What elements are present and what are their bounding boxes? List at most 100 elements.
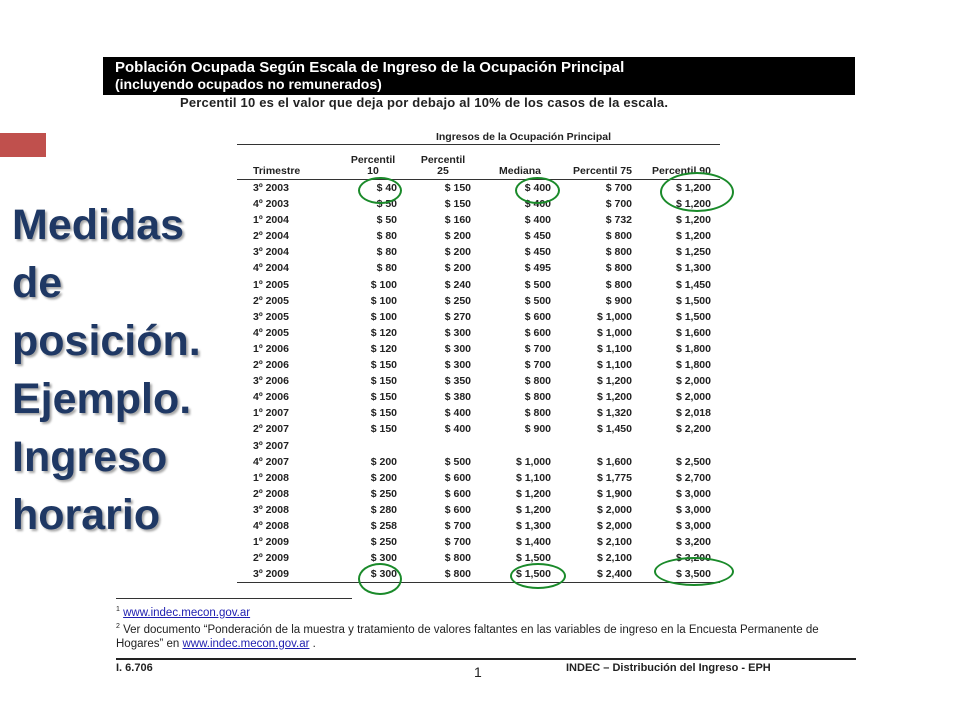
table-row: 3º 2007 [237, 438, 720, 454]
row-period: 3º 2006 [253, 375, 289, 388]
table-cell: $ 250 [370, 487, 397, 500]
accent-bar [0, 133, 46, 157]
footnote-marker: 2 [116, 622, 120, 630]
table-cell: $ 160 [444, 214, 471, 227]
table-cell [551, 438, 632, 454]
table-cell: $ 732 [605, 214, 632, 227]
row-period: 3º 2004 [253, 246, 289, 259]
table-row: 4º 2008 $ 258 $ 700 $ 1,300 $ 2,000 $ 3,000 [237, 518, 720, 534]
document-header-subtitle: (incluyendo ocupados no remunerados) [115, 76, 382, 92]
table-cell: $ 700 [605, 198, 632, 211]
title-line: posición. [12, 317, 201, 365]
footnote-marker: 1 [116, 606, 120, 613]
table-cell: $ 350 [444, 375, 471, 388]
table-cell: $ 200 [444, 262, 471, 275]
table-cell: $ 150 [370, 359, 397, 372]
table-row: 2º 2009 $ 300 $ 800 $ 1,500 $ 2,100 $ 3,200 [237, 550, 720, 566]
row-period: 2º 2008 [253, 487, 289, 500]
table-cell: $ 500 [524, 294, 551, 307]
table-cell: $ 2,000 [596, 503, 632, 516]
table-cell [397, 438, 471, 454]
table-cell: $ 150 [444, 182, 471, 194]
footnote-link[interactable]: www.indec.mecon.gov.ar [123, 606, 251, 619]
table-cell: $ 1,000 [515, 455, 551, 468]
table-cell: $ 700 [444, 536, 471, 549]
table-cell: $ 1,450 [675, 278, 711, 291]
table-row: 4º 2004 $ 80 $ 200 $ 495 $ 800 $ 1,300 [237, 260, 720, 276]
table-cell: $ 800 [444, 552, 471, 565]
table-row: 4º 2007 $ 200 $ 500 $ 1,000 $ 1,600 $ 2,500 [237, 454, 720, 470]
table-cell: $ 258 [370, 519, 397, 532]
highlight-circle-p10-last [358, 563, 402, 595]
table-row: 3º 2005 $ 100 $ 270 $ 600 $ 1,000 $ 1,500 [237, 309, 720, 325]
table-cell: $ 120 [370, 326, 397, 339]
table-cell: $ 800 [524, 407, 551, 420]
row-period: 2º 2007 [253, 423, 289, 436]
row-period: 4º 2008 [253, 519, 289, 532]
table-cell: $ 50 [376, 214, 397, 227]
table-row: 1º 2009 $ 250 $ 700 $ 1,400 $ 2,100 $ 3,200 [237, 534, 720, 550]
table-cell: $ 800 [605, 262, 632, 275]
table-row: 3º 2008 $ 280 $ 600 $ 1,200 $ 2,000 $ 3,000 [237, 502, 720, 518]
table-cell: $ 2,500 [675, 455, 711, 468]
table-row: 1º 2008 $ 200 $ 600 $ 1,100 $ 1,775 $ 2,700 [237, 470, 720, 486]
footnote-link[interactable]: www.indec.mecon.gov.ar [182, 637, 310, 650]
table-cell: $ 800 [605, 230, 632, 243]
row-period: 3º 2003 [253, 182, 289, 194]
footnotes: 1 www.indec.mecon.gov.ar 2 Ver documento… [116, 603, 836, 651]
table-cell: $ 300 [370, 552, 397, 565]
column-header: Trimestre [253, 165, 301, 177]
table-cell: $ 2,000 [596, 519, 632, 532]
slide-title: Medidas de posición. Ejemplo. Ingreso ho… [12, 196, 212, 544]
table-cell: $ 250 [444, 294, 471, 307]
table-cell: $ 100 [370, 294, 397, 307]
table-cell: $ 2,018 [675, 407, 711, 420]
table-cell: $ 80 [376, 230, 397, 243]
footer-source: INDEC – Distribución del Ingreso - EPH [566, 662, 771, 674]
highlight-circle-p90-last [654, 557, 734, 586]
table-cell: $ 700 [605, 182, 632, 194]
row-period: 4º 2007 [253, 455, 289, 468]
table-cell: $ 1,320 [596, 407, 632, 420]
table-cell: $ 1,100 [596, 359, 632, 372]
footer-page-number: 1 [474, 664, 482, 680]
row-period: 1º 2007 [253, 407, 289, 420]
table-cell: $ 1,100 [515, 471, 551, 484]
row-period: 3º 2009 [253, 568, 289, 581]
table-cell: $ 1,500 [515, 552, 551, 565]
table-cell [632, 438, 711, 454]
footer-doc-code: I. 6.706 [116, 662, 153, 674]
column-header: Percentil 75 [573, 165, 632, 177]
table-cell: $ 1,800 [675, 359, 711, 372]
row-period: 1º 2009 [253, 536, 289, 549]
row-period: 2º 2009 [253, 552, 289, 565]
table-cell: $ 150 [370, 423, 397, 436]
table-row: 2º 2006 $ 150 $ 300 $ 700 $ 1,100 $ 1,800 [237, 357, 720, 373]
row-period: 4º 2006 [253, 391, 289, 404]
table-cell: $ 1,400 [515, 536, 551, 549]
table-row: 1º 2006 $ 120 $ 300 $ 700 $ 1,100 $ 1,800 [237, 341, 720, 357]
table-cell: $ 1,600 [596, 455, 632, 468]
table-cell: $ 700 [524, 359, 551, 372]
table-cell: $ 270 [444, 310, 471, 323]
table-cell: $ 600 [444, 487, 471, 500]
row-period: 1º 2005 [253, 278, 289, 291]
table-cell: $ 400 [444, 423, 471, 436]
title-line: de [12, 259, 63, 307]
column-header: Percentil 10 [350, 154, 396, 177]
table-cell: $ 2,000 [675, 391, 711, 404]
table-caption: Ingresos de la Ocupación Principal [237, 130, 720, 145]
income-table: Ingresos de la Ocupación Principal Trime… [237, 130, 720, 584]
table-cell: $ 450 [524, 246, 551, 259]
table-cell: $ 800 [524, 391, 551, 404]
row-period: 2º 2006 [253, 359, 289, 372]
table-cell: $ 2,100 [596, 552, 632, 565]
table-cell: $ 1,900 [596, 487, 632, 500]
table-cell: $ 3,000 [675, 487, 711, 500]
table-cell: $ 80 [376, 246, 397, 259]
footnote-separator [116, 598, 352, 599]
table-row: 3º 2009 $ 300 $ 800 $ 1,500 $ 2,400 $ 3,500 [237, 566, 720, 582]
table-cell: $ 3,000 [675, 503, 711, 516]
row-period: 3º 2005 [253, 310, 289, 323]
table-cell: $ 2,200 [675, 423, 711, 436]
